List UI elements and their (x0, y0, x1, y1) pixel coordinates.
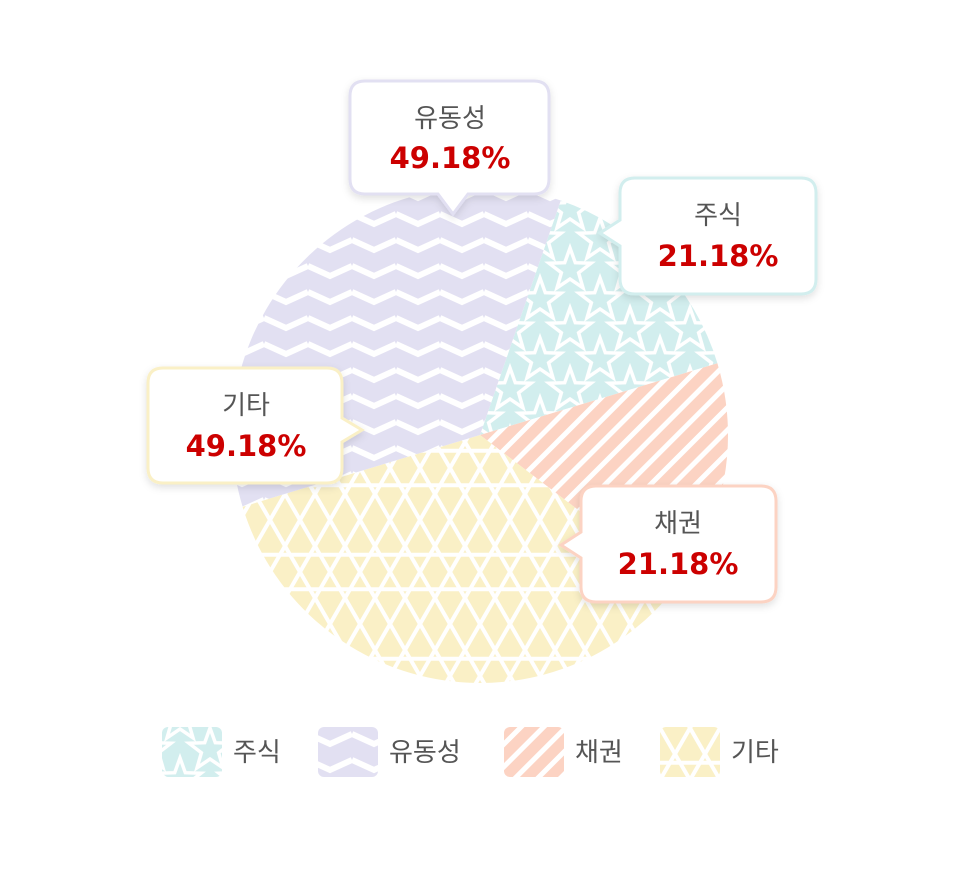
legend-swatch-other (660, 727, 720, 777)
callout-other-label: 기타 (222, 391, 270, 421)
legend-swatch-stock (162, 727, 222, 777)
legend-label-stock: 주식 (233, 738, 281, 768)
legend-item-other: 기타 (660, 727, 779, 777)
callout-stock-label: 주식 (694, 201, 742, 231)
callout-bond: 채권 21.18% (558, 484, 778, 604)
legend-label-liquidity: 유동성 (389, 738, 461, 768)
callout-stock: 주식 21.18% (597, 176, 818, 296)
legend-label-other: 기타 (731, 738, 779, 768)
callout-liquidity-label: 유동성 (414, 104, 486, 134)
legend-item-liquidity: 유동성 (318, 727, 461, 777)
callout-liquidity: 유동성 49.18% (348, 79, 551, 217)
callout-bond-value: 21.18% (618, 547, 739, 581)
callout-stock-value: 21.18% (658, 239, 779, 273)
pie-slice-other (242, 435, 678, 684)
legend-swatch-liquidity (318, 727, 378, 777)
callout-other-value: 49.18% (186, 429, 307, 463)
legend-swatch-bond (504, 727, 564, 777)
legend: 주식 유동성 채권 기타 (162, 727, 779, 777)
callout-bond-label: 채권 (654, 509, 702, 539)
callout-other: 기타 49.18% (146, 366, 365, 485)
legend-label-bond: 채권 (575, 738, 623, 768)
pie-slice-stock (480, 200, 718, 435)
legend-item-bond: 채권 (504, 727, 623, 777)
callout-liquidity-value: 49.18% (390, 141, 511, 175)
legend-item-stock: 주식 (162, 727, 281, 777)
